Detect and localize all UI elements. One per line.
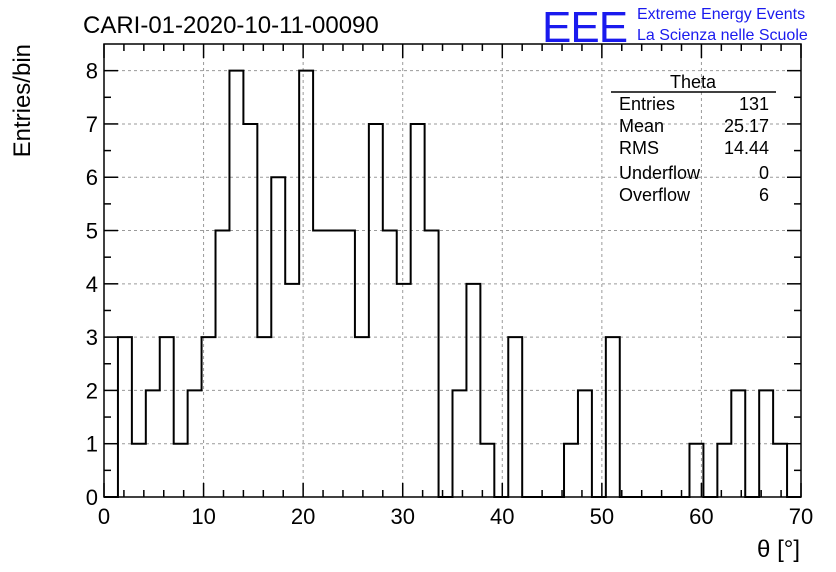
y-tick-label: 6 — [86, 165, 98, 190]
stats-value-overflow: 6 — [759, 185, 769, 205]
x-tick-label: 30 — [390, 504, 414, 529]
eee-logo: EEE Extreme Energy Events La Scienza nel… — [542, 3, 808, 52]
x-tick-label: 50 — [590, 504, 614, 529]
stats-label-rms: RMS — [619, 138, 659, 158]
stats-box: Theta Entries 131 Mean 25.17 RMS 14.44 U… — [611, 72, 776, 205]
y-axis-label: Entries/bin — [9, 44, 36, 157]
x-tick-label: 10 — [191, 504, 215, 529]
x-axis-label: θ [°] — [757, 536, 800, 563]
y-tick-label: 5 — [86, 219, 98, 244]
stats-label-underflow: Underflow — [619, 163, 701, 183]
axis-ticks — [103, 44, 802, 498]
logo-line-1: Extreme Energy Events — [637, 6, 805, 23]
stats-value-mean: 25.17 — [724, 116, 769, 136]
y-tick-labels: 0 1 2 3 4 5 6 7 8 — [86, 59, 98, 510]
logo-line-2: La Scienza nelle Scuole — [637, 27, 808, 44]
stats-label-overflow: Overflow — [619, 185, 691, 205]
x-tick-label: 20 — [291, 504, 315, 529]
chart-title: CARI-01-2020-10-11-00090 — [83, 12, 379, 39]
stats-label-mean: Mean — [619, 116, 664, 136]
x-tick-labels: 0 10 20 30 40 50 60 70 — [98, 504, 813, 529]
y-tick-label: 7 — [86, 112, 98, 137]
histogram-line — [104, 69, 801, 498]
y-tick-label: 2 — [86, 378, 98, 403]
y-tick-label: 0 — [86, 485, 98, 510]
y-tick-label: 8 — [86, 59, 98, 84]
stats-label-entries: Entries — [619, 94, 675, 114]
x-tick-label: 70 — [789, 504, 813, 529]
plot-frame — [103, 43, 802, 498]
y-tick-label: 3 — [86, 325, 98, 350]
stats-value-rms: 14.44 — [724, 138, 769, 158]
x-tick-label: 60 — [689, 504, 713, 529]
stats-title: Theta — [670, 72, 717, 92]
y-tick-label: 1 — [86, 432, 98, 457]
stats-value-entries: 131 — [739, 94, 769, 114]
x-tick-label: 0 — [98, 504, 110, 529]
stats-value-underflow: 0 — [759, 163, 769, 183]
x-tick-label: 40 — [490, 504, 514, 529]
y-tick-label: 4 — [86, 272, 98, 297]
